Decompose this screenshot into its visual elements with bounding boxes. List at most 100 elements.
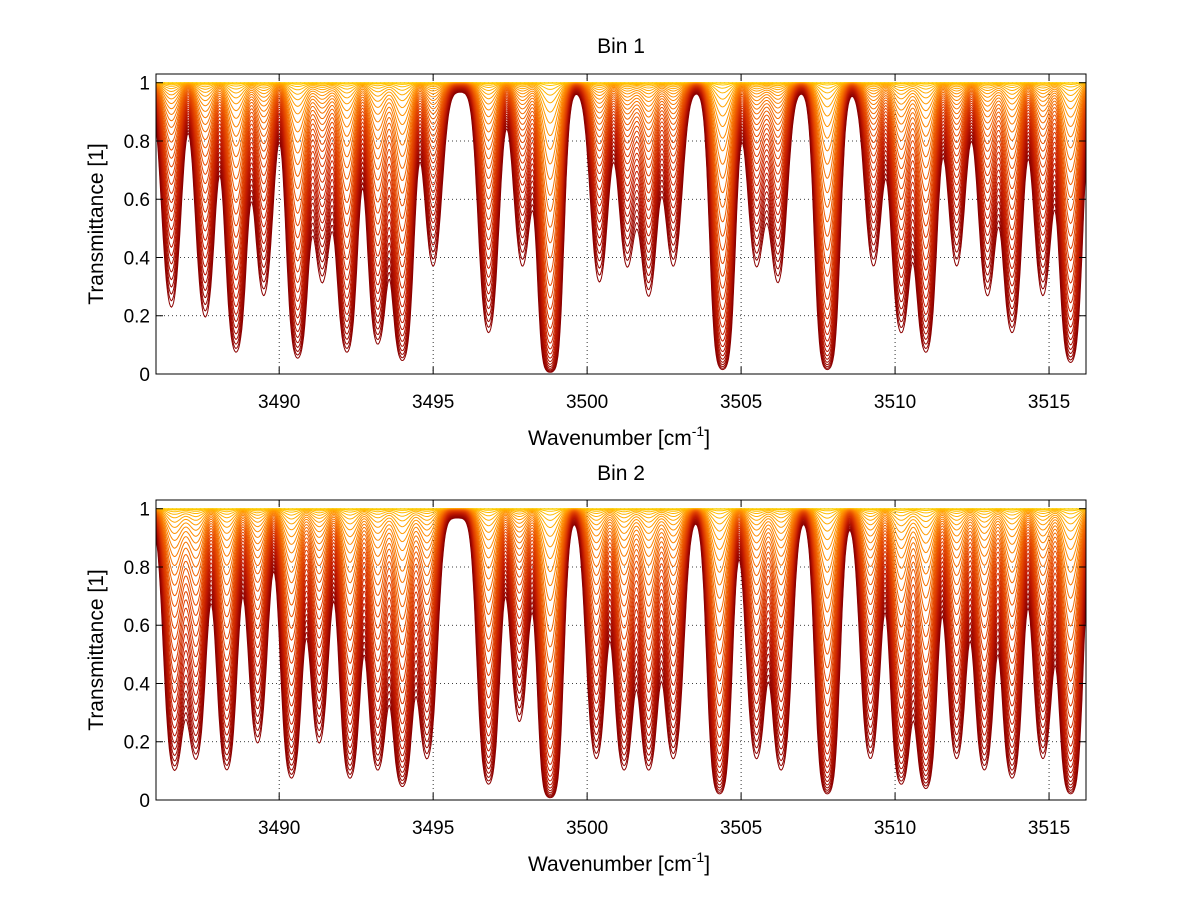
spectrum-series-17 [155, 510, 1087, 718]
spectrum-series-21 [155, 83, 1087, 244]
x-tick-label: 3505 [720, 392, 762, 413]
x-tick-label: 3515 [1028, 818, 1070, 839]
x-tick-label: 3490 [258, 818, 300, 839]
spectrum-series-11 [155, 512, 1087, 772]
x-tick-label: 3490 [258, 392, 300, 413]
spectrum-series-22 [155, 83, 1087, 228]
y-tick-label: 0 [139, 791, 150, 812]
spectrum-series-24 [155, 83, 1087, 196]
y-axis-label: Transmittance [1] [85, 569, 108, 730]
spectrum-series-28 [155, 508, 1087, 559]
spectrum-series-9 [155, 87, 1087, 359]
spectrum-series-5 [155, 89, 1087, 369]
spectrum-series-14 [155, 85, 1087, 329]
x-tick-label: 3495 [412, 818, 454, 839]
spectrum-series-20 [155, 84, 1087, 259]
spectrum-series-8 [155, 88, 1087, 363]
spectrum-series-25 [155, 509, 1087, 601]
spectrum-series-1 [155, 91, 1087, 373]
spectrum-series-9 [155, 513, 1087, 782]
spectrum-series-7 [155, 514, 1087, 789]
panel-bin-2: 3490 3495 3500 3505 3510 3515 0 0.2 0.4 0.6 0.8 1 B… [85, 462, 1087, 876]
x-axis-label: Wavenumber [cm-1] [528, 849, 710, 876]
axes-frame [155, 499, 1087, 801]
chart-title: Bin 2 [597, 462, 645, 485]
x-tick-label: 3500 [566, 818, 608, 839]
panel-bin-1: 3490 3495 3500 3505 3510 3515 0 0.2 0.4 0.6 0.8 1 B… [85, 35, 1087, 450]
spectrum-series-23 [155, 509, 1087, 632]
y-tick-label: 0.2 [124, 733, 150, 754]
spectrum-series-19 [155, 510, 1087, 692]
spectrum-series-33 [156, 508, 1087, 516]
spectrum-series-18 [155, 84, 1087, 286]
spectrum-series-14 [155, 511, 1087, 750]
spectrum-series-12 [155, 512, 1087, 765]
spectrum-series-30 [155, 82, 1087, 113]
spectrum-series-21 [155, 509, 1087, 663]
chart-title: Bin 1 [597, 35, 645, 58]
spectrum-series-31 [155, 508, 1087, 528]
spectrum-series-11 [155, 86, 1087, 350]
x-tick-label: 3505 [720, 818, 762, 839]
spectrum-series-6 [155, 89, 1087, 367]
spectrum-series-22 [155, 509, 1087, 648]
y-tick-label: 0.4 [124, 248, 151, 269]
spectrum-series-2 [155, 91, 1087, 373]
y-tick-label: 0.6 [124, 616, 150, 637]
y-tick-label: 0.8 [124, 558, 150, 579]
spectrum-series-5 [155, 515, 1087, 794]
spectrum-series-17 [155, 84, 1087, 299]
spectrum-series-25 [155, 83, 1087, 180]
y-tick-label: 0.6 [124, 190, 150, 211]
axis-ticks: 3490 3495 3500 3505 3510 3515 0 0.2 0.4 0.6 0.8 1 [124, 500, 1086, 839]
spectrum-series-24 [155, 509, 1087, 617]
x-tick-label: 3500 [566, 392, 608, 413]
spectrum-series-16 [155, 85, 1087, 310]
spectrum-series-29 [155, 508, 1087, 548]
spectrum-series-28 [155, 82, 1087, 136]
x-tick-label: 3510 [874, 818, 916, 839]
y-tick-label: 0.8 [124, 132, 150, 153]
spectrum-series-15 [155, 511, 1087, 740]
spectrum-series-6 [155, 514, 1087, 792]
x-tick-label: 3495 [412, 392, 454, 413]
spectrum-series-18 [155, 510, 1087, 706]
spectrum-series-16 [155, 511, 1087, 730]
spectrum-series-10 [155, 513, 1087, 777]
spectrum-series-30 [155, 508, 1087, 537]
spectrum-series-27 [155, 82, 1087, 150]
spectrum-series-23 [155, 83, 1087, 212]
spectrum-series-31 [155, 82, 1087, 104]
x-axis-label: Wavenumber [cm-1] [528, 423, 710, 450]
spectrum-curves [155, 82, 1087, 373]
y-tick-label: 0.4 [124, 674, 151, 695]
spectrum-series-10 [155, 87, 1087, 355]
axis-ticks: 3490 3495 3500 3505 3510 3515 0 0.2 0.4 0.6 0.8 1 [124, 74, 1086, 413]
spectrum-series-27 [155, 508, 1087, 573]
spectrum-series-12 [155, 86, 1087, 344]
spectrum-series-32 [155, 508, 1087, 521]
spectrum-series-15 [155, 85, 1087, 320]
spectrum-series-1 [155, 517, 1087, 799]
spectrum-series-26 [155, 82, 1087, 165]
spectrum-series-4 [155, 515, 1087, 795]
spectrum-series-13 [155, 86, 1087, 337]
spectrum-series-29 [155, 82, 1087, 124]
spectrum-series-3 [155, 90, 1087, 372]
spectrum-series-20 [155, 509, 1087, 678]
spectrum-series-4 [155, 90, 1087, 371]
spectrum-series-13 [155, 511, 1087, 758]
axes-frame [155, 73, 1087, 375]
spectrum-series-34 [156, 508, 1087, 512]
spectrum-series-19 [155, 84, 1087, 273]
y-tick-label: 1 [139, 74, 150, 95]
y-tick-label: 0 [139, 365, 150, 386]
spectrum-series-32 [155, 82, 1087, 96]
spectrum-series-26 [155, 508, 1087, 587]
y-tick-label: 1 [139, 500, 150, 521]
x-tick-label: 3515 [1028, 392, 1070, 413]
spectrum-series-7 [155, 88, 1087, 365]
y-tick-label: 0.2 [124, 307, 150, 328]
spectrum-series-33 [155, 82, 1087, 90]
